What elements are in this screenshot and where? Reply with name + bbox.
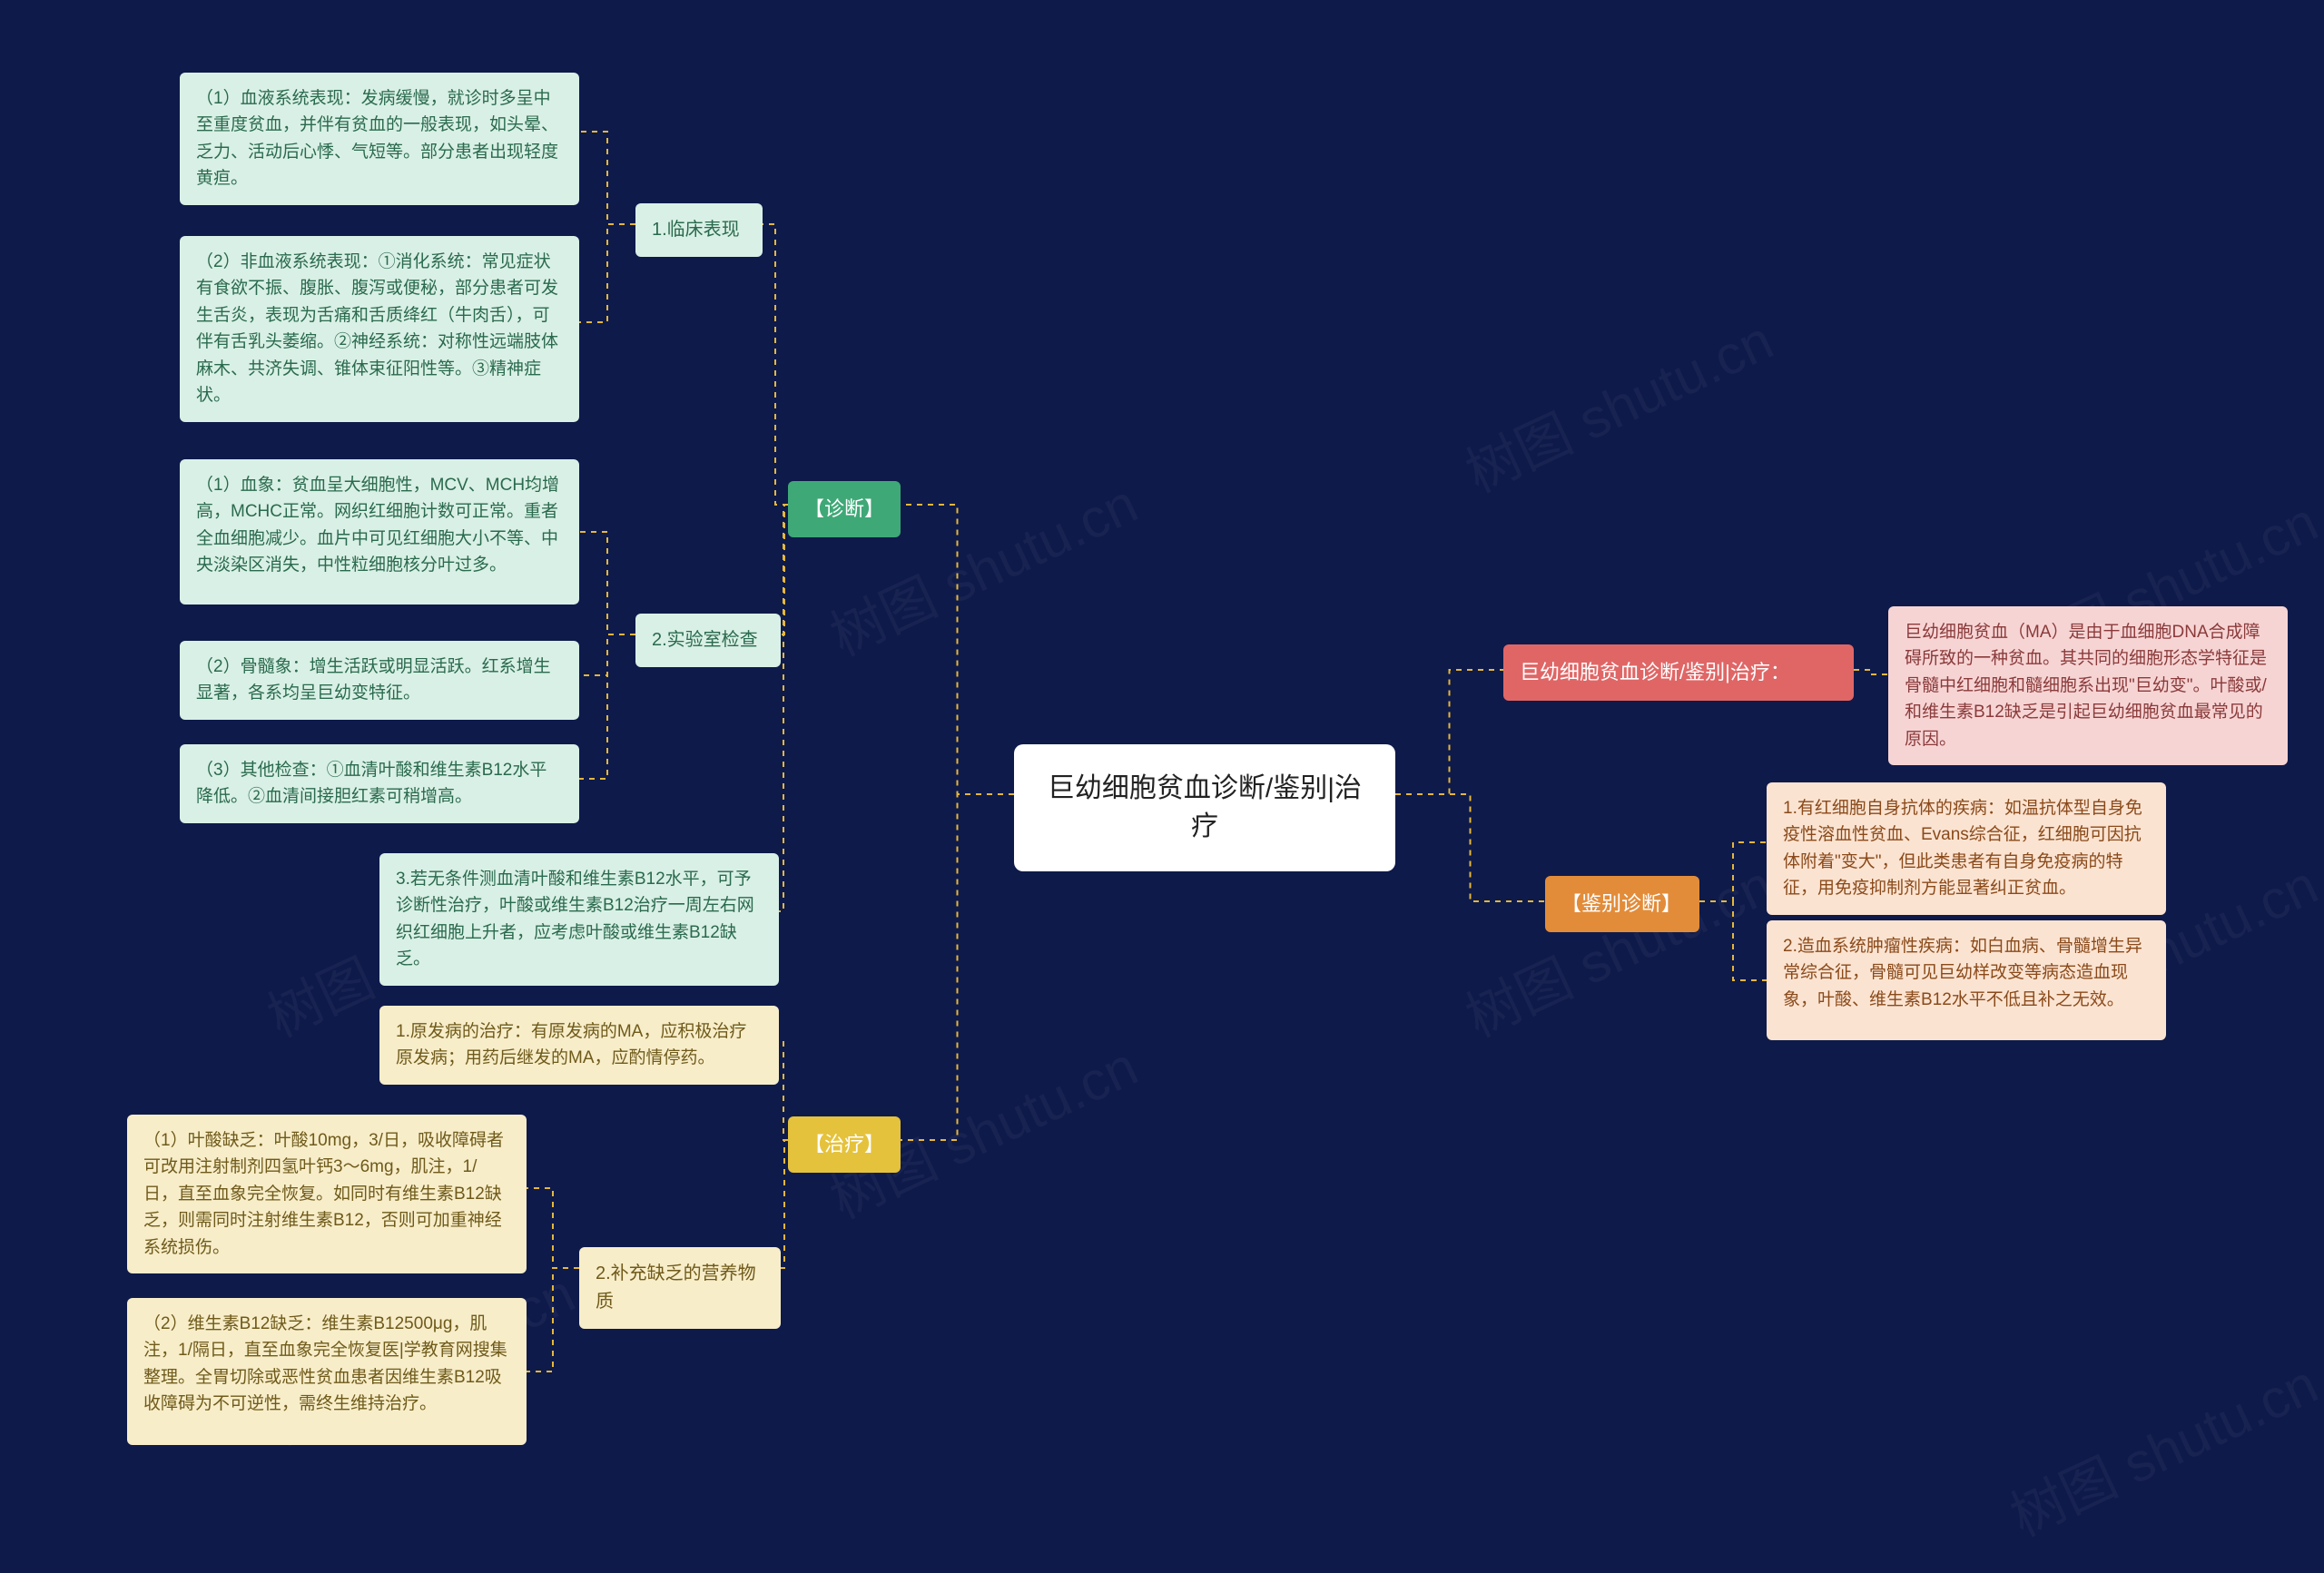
l1-text: 【诊断】 <box>804 497 884 520</box>
node-treatment: 【治疗】 <box>788 1116 901 1173</box>
l1_1a-text: （1）血液系统表现：发病缓慢，就诊时多呈中至重度贫血，并伴有贫血的一般表现，如头… <box>196 89 558 188</box>
node-r1-title: 巨幼细胞贫血诊断/鉴别|治疗： <box>1503 644 1854 701</box>
node-l1-2b: （2）骨髓象：增生活跃或明显活跃。红系增生显著，各系均呈巨幼变特征。 <box>180 641 579 720</box>
r1a-text: 巨幼细胞贫血（MA）是由于血细胞DNA合成障碍所致的一种贫血。其共同的细胞形态学… <box>1905 623 2267 749</box>
node-l2-2a: （1）叶酸缺乏：叶酸10mg，3/日，吸收障碍者可改用注射制剂四氢叶钙3～6mg… <box>127 1115 527 1273</box>
r1-text: 巨幼细胞贫血诊断/鉴别|治疗： <box>1520 661 1790 683</box>
l2_1-text: 1.原发病的治疗：有原发病的MA，应积极治疗原发病；用药后继发的MA，应酌情停药… <box>396 1022 746 1067</box>
node-l2-1: 1.原发病的治疗：有原发病的MA，应积极治疗原发病；用药后继发的MA，应酌情停药… <box>379 1006 779 1085</box>
node-l1-2a: （1）血象：贫血呈大细胞性，MCV、MCH均增高，MCHC正常。网织红细胞计数可… <box>180 459 579 605</box>
node-l1-1b: （2）非血液系统表现：①消化系统：常见症状有食欲不振、腹胀、腹泻或便秘，部分患者… <box>180 236 579 422</box>
node-l2-2b: （2）维生素B12缺乏：维生素B12500μg，肌注，1/隔日，直至血象完全恢复… <box>127 1298 527 1445</box>
node-diagnosis: 【诊断】 <box>788 481 901 537</box>
l2_2-text: 2.补充缺乏的营养物质 <box>596 1263 756 1312</box>
node-r2a: 1.有红细胞自身抗体的疾病：如温抗体型自身免疫性溶血性贫血、Evans综合征，红… <box>1767 782 2166 915</box>
node-l1-1a: （1）血液系统表现：发病缓慢，就诊时多呈中至重度贫血，并伴有贫血的一般表现，如头… <box>180 73 579 205</box>
node-r2b: 2.造血系统肿瘤性疾病：如白血病、骨髓增生异常综合征，骨髓可见巨幼样改变等病态造… <box>1767 920 2166 1040</box>
node-r1-detail: 巨幼细胞贫血（MA）是由于血细胞DNA合成障碍所致的一种贫血。其共同的细胞形态学… <box>1888 606 2288 765</box>
node-r2-differential: 【鉴别诊断】 <box>1545 876 1699 932</box>
node-lab-examination: 2.实验室检查 <box>635 614 781 667</box>
l1_2b-text: （2）骨髓象：增生活跃或明显活跃。红系增生显著，各系均呈巨幼变特征。 <box>196 657 551 703</box>
r2b-text: 2.造血系统肿瘤性疾病：如白血病、骨髓增生异常综合征，骨髓可见巨幼样改变等病态造… <box>1783 937 2142 1009</box>
center-text: 巨幼细胞贫血诊断/鉴别|治疗 <box>1048 773 1362 841</box>
node-l1-2c: （3）其他检查：①血清叶酸和维生素B12水平降低。②血清间接胆红素可稍增高。 <box>180 744 579 823</box>
r2a-text: 1.有红细胞自身抗体的疾病：如温抗体型自身免疫性溶血性贫血、Evans综合征，红… <box>1783 799 2142 898</box>
node-supplement-nutrients: 2.补充缺乏的营养物质 <box>579 1247 781 1329</box>
l1_3-text: 3.若无条件测血清叶酸和维生素B12水平，可予诊断性治疗，叶酸或维生素B12治疗… <box>396 870 754 968</box>
node-l1-3: 3.若无条件测血清叶酸和维生素B12水平，可予诊断性治疗，叶酸或维生素B12治疗… <box>379 853 779 986</box>
l1_2-text: 2.实验室检查 <box>652 630 758 650</box>
center-node: 巨幼细胞贫血诊断/鉴别|治疗 <box>1014 744 1395 871</box>
r2-text: 【鉴别诊断】 <box>1561 892 1681 915</box>
l1_2c-text: （3）其他检查：①血清叶酸和维生素B12水平降低。②血清间接胆红素可稍增高。 <box>196 761 547 806</box>
l1_2a-text: （1）血象：贫血呈大细胞性，MCV、MCH均增高，MCHC正常。网织红细胞计数可… <box>196 476 559 575</box>
l1_1b-text: （2）非血液系统表现：①消化系统：常见症状有食欲不振、腹胀、腹泻或便秘，部分患者… <box>196 252 558 405</box>
node-clinical-manifestation: 1.临床表现 <box>635 203 763 257</box>
l2_2b-text: （2）维生素B12缺乏：维生素B12500μg，肌注，1/隔日，直至血象完全恢复… <box>143 1314 507 1413</box>
l2_2a-text: （1）叶酸缺乏：叶酸10mg，3/日，吸收障碍者可改用注射制剂四氢叶钙3～6mg… <box>143 1131 504 1257</box>
l1_1-text: 1.临床表现 <box>652 220 740 240</box>
l2-text: 【治疗】 <box>804 1133 884 1155</box>
